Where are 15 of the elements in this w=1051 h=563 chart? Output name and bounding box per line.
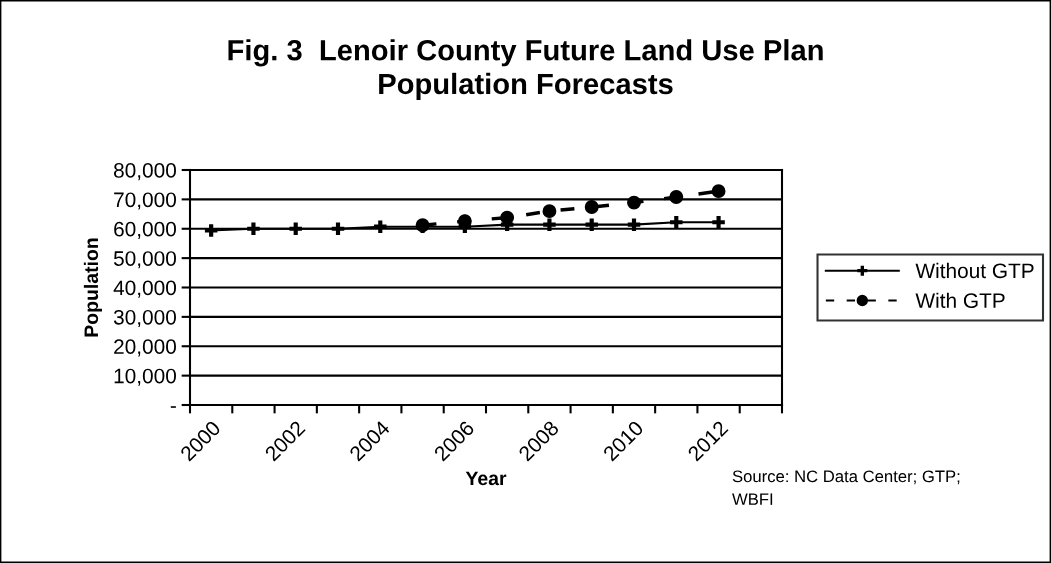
y-tick-label: 60,000	[114, 221, 176, 239]
x-axis-title: Year	[465, 471, 507, 486]
legend-label: With GTP	[915, 292, 1005, 309]
chart-title: Fig. 3 Lenoir County Future Land Use Plan Population Forecasts	[228, 39, 823, 100]
legend-label: Without GTP	[915, 262, 1034, 279]
y-tick-label: 50,000	[113, 251, 176, 269]
source-note: Source: NC Data Center; GTP; WBFI	[732, 470, 960, 505]
y-tick-label: 10,000	[114, 368, 176, 386]
y-tick-label: -	[170, 406, 176, 408]
y-axis-title: Population	[83, 238, 102, 337]
y-tick-label: 80,000	[114, 163, 176, 181]
y-tick-label: 30,000	[113, 309, 176, 328]
y-tick-label: 40,000	[113, 280, 176, 298]
y-tick-label: 20,000	[114, 339, 176, 357]
y-tick-label: 70,000	[114, 192, 176, 210]
